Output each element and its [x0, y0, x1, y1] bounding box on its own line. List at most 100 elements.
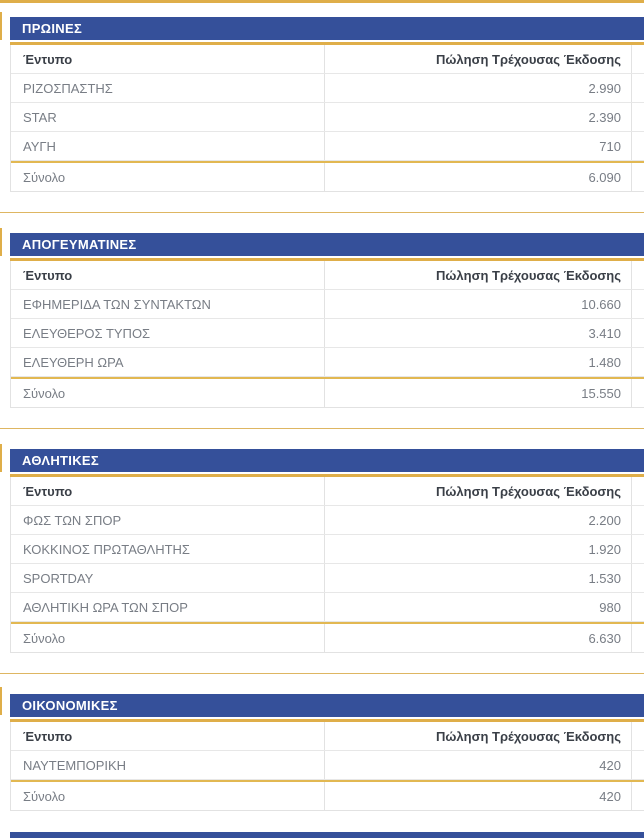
publication-name: ΦΩΣ ΤΩΝ ΣΠΟΡ	[23, 512, 122, 528]
column-header-sales: Πώληση Τρέχουσας Έκδοσης	[324, 45, 631, 73]
left-edge-accent	[0, 12, 2, 40]
extra-cell	[631, 624, 644, 652]
next-section-header-partial	[10, 832, 644, 838]
sales-value: 2.990	[324, 74, 631, 102]
table-row: SPORTDAY 1.530	[11, 564, 644, 593]
section-title: ΟΙΚΟΝΟΜΙΚΕΣ	[22, 698, 118, 713]
table-body: Έντυπο Πώληση Τρέχουσας Έκδοσης ΡΙΖΟΣΠΑΣ…	[10, 45, 644, 192]
extra-cell	[631, 348, 644, 376]
total-value: 6.630	[324, 624, 631, 652]
extra-cell	[631, 379, 644, 407]
table-header-row: Έντυπο Πώληση Τρέχουσας Έκδοσης	[11, 261, 644, 290]
publication-name: SPORTDAY	[23, 570, 94, 586]
extra-cell	[631, 782, 644, 810]
section-separator	[0, 673, 644, 674]
header-underline	[10, 474, 644, 477]
table-body: Έντυπο Πώληση Τρέχουσας Έκδοσης ΦΩΣ ΤΩΝ …	[10, 477, 644, 653]
header-underline	[10, 258, 644, 261]
extra-cell	[631, 290, 644, 318]
extra-cell	[631, 564, 644, 592]
table-row: STAR 2.390	[11, 103, 644, 132]
table-row: ΕΛΕΥΘΕΡΗ ΩΡΑ 1.480	[11, 348, 644, 377]
page-top-accent-line	[0, 0, 644, 3]
table-body: Έντυπο Πώληση Τρέχουσας Έκδοσης ΕΦΗΜΕΡΙΔ…	[10, 261, 644, 408]
sales-value: 420	[324, 751, 631, 779]
section-title: ΑΘΛΗΤΙΚΕΣ	[22, 453, 99, 468]
sales-value: 10.660	[324, 290, 631, 318]
total-value: 420	[324, 782, 631, 810]
column-header-extra	[631, 722, 644, 750]
table-row: ΚΟΚΚΙΝΟΣ ΠΡΩΤΑΘΛΗΤΗΣ 1.920	[11, 535, 644, 564]
total-row: Σύνολο 15.550	[11, 377, 644, 407]
column-header-publication: Έντυπο	[23, 51, 73, 67]
total-row: Σύνολο 6.630	[11, 622, 644, 652]
extra-cell	[631, 593, 644, 621]
publication-name: ΑΘΛΗΤΙΚΗ ΩΡΑ ΤΩΝ ΣΠΟΡ	[23, 599, 188, 615]
table-body: Έντυπο Πώληση Τρέχουσας Έκδοσης ΝΑΥΤΕΜΠΟ…	[10, 722, 644, 811]
extra-cell	[631, 74, 644, 102]
publication-name: ΕΛΕΥΘΕΡΟΣ ΤΥΠΟΣ	[23, 325, 151, 341]
section-title: ΠΡΩΙΝΕΣ	[22, 21, 83, 36]
publication-name: ΡΙΖΟΣΠΑΣΤΗΣ	[23, 80, 113, 96]
column-header-publication: Έντυπο	[23, 728, 73, 744]
section-header-bar: ΑΘΛΗΤΙΚΕΣ	[10, 449, 644, 472]
total-label: Σύνολο	[23, 169, 66, 185]
total-value: 6.090	[324, 163, 631, 191]
table-row: ΦΩΣ ΤΩΝ ΣΠΟΡ 2.200	[11, 506, 644, 535]
sales-value: 2.390	[324, 103, 631, 131]
section-afternoon: ΑΠΟΓΕΥΜΑΤΙΝΕΣ Έντυπο Πώληση Τρέχουσας Έκ…	[10, 233, 644, 408]
section-sports: ΑΘΛΗΤΙΚΕΣ Έντυπο Πώληση Τρέχουσας Έκδοση…	[10, 449, 644, 653]
section-header-bar: ΠΡΩΙΝΕΣ	[10, 17, 644, 40]
extra-cell	[631, 163, 644, 191]
sales-value: 3.410	[324, 319, 631, 347]
total-label: Σύνολο	[23, 630, 66, 646]
extra-cell	[631, 751, 644, 779]
publication-name: ΕΦΗΜΕΡΙΔΑ ΤΩΝ ΣΥΝΤΑΚΤΩΝ	[23, 296, 211, 312]
sales-value: 2.200	[324, 506, 631, 534]
sales-value: 1.530	[324, 564, 631, 592]
section-title: ΑΠΟΓΕΥΜΑΤΙΝΕΣ	[22, 237, 137, 252]
table-header-row: Έντυπο Πώληση Τρέχουσας Έκδοσης	[11, 722, 644, 751]
column-header-sales: Πώληση Τρέχουσας Έκδοσης	[324, 261, 631, 289]
column-header-extra	[631, 45, 644, 73]
section-header-bar: ΑΠΟΓΕΥΜΑΤΙΝΕΣ	[10, 233, 644, 256]
table-row: ΕΛΕΥΘΕΡΟΣ ΤΥΠΟΣ 3.410	[11, 319, 644, 348]
column-header-extra	[631, 477, 644, 505]
column-header-extra	[631, 261, 644, 289]
header-underline	[10, 719, 644, 722]
total-label: Σύνολο	[23, 385, 66, 401]
section-morning: ΠΡΩΙΝΕΣ Έντυπο Πώληση Τρέχουσας Έκδοσης …	[10, 17, 644, 192]
total-label: Σύνολο	[23, 788, 66, 804]
sales-value: 710	[324, 132, 631, 160]
extra-cell	[631, 103, 644, 131]
table-row: ΡΙΖΟΣΠΑΣΤΗΣ 2.990	[11, 74, 644, 103]
publication-name: ΚΟΚΚΙΝΟΣ ΠΡΩΤΑΘΛΗΤΗΣ	[23, 541, 190, 557]
publication-name: ΑΥΓΗ	[23, 138, 56, 154]
table-row: ΝΑΥΤΕΜΠΟΡΙΚΗ 420	[11, 751, 644, 780]
table-header-row: Έντυπο Πώληση Τρέχουσας Έκδοσης	[11, 477, 644, 506]
total-row: Σύνολο 6.090	[11, 161, 644, 191]
extra-cell	[631, 319, 644, 347]
left-edge-accent	[0, 228, 2, 256]
total-row: Σύνολο 420	[11, 780, 644, 810]
section-separator	[0, 428, 644, 429]
section-financial: ΟΙΚΟΝΟΜΙΚΕΣ Έντυπο Πώληση Τρέχουσας Έκδο…	[10, 694, 644, 811]
extra-cell	[631, 506, 644, 534]
left-edge-accent	[0, 687, 2, 715]
section-header-bar: ΟΙΚΟΝΟΜΙΚΕΣ	[10, 694, 644, 717]
column-header-publication: Έντυπο	[23, 483, 73, 499]
extra-cell	[631, 535, 644, 563]
publication-name: ΝΑΥΤΕΜΠΟΡΙΚΗ	[23, 757, 127, 773]
left-edge-accent	[0, 444, 2, 472]
publication-name: STAR	[23, 109, 57, 125]
table-row: ΑΥΓΗ 710	[11, 132, 644, 161]
table-row: ΑΘΛΗΤΙΚΗ ΩΡΑ ΤΩΝ ΣΠΟΡ 980	[11, 593, 644, 622]
header-underline	[10, 42, 644, 45]
column-header-publication: Έντυπο	[23, 267, 73, 283]
sales-value: 1.480	[324, 348, 631, 376]
section-separator	[0, 212, 644, 213]
sales-value: 980	[324, 593, 631, 621]
total-value: 15.550	[324, 379, 631, 407]
extra-cell	[631, 132, 644, 160]
